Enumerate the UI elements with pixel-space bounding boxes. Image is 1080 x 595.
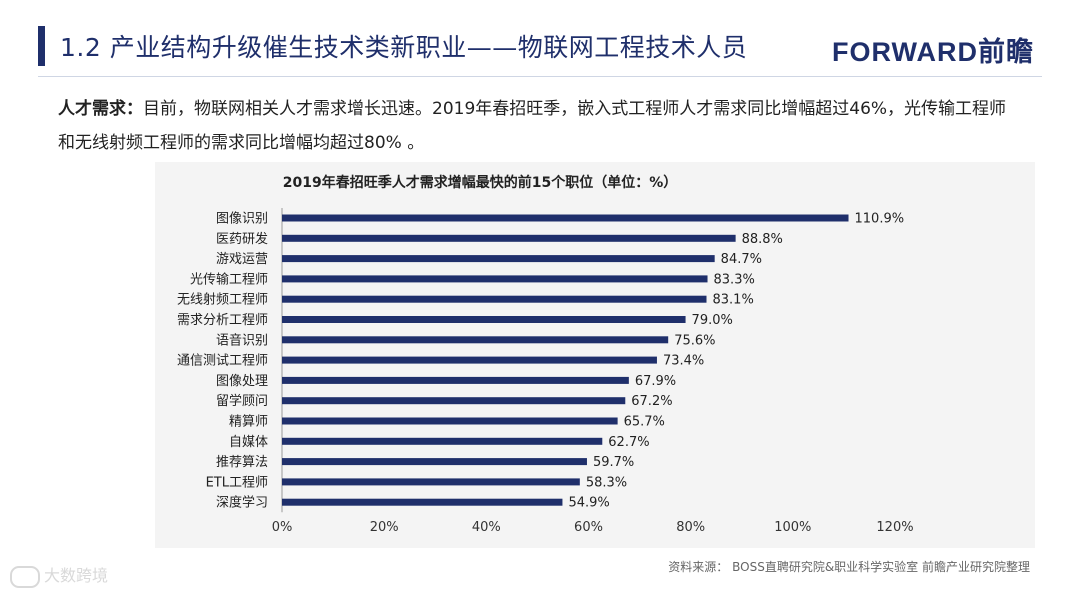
category-label: 游戏运营	[216, 252, 268, 267]
value-label: 62.7%	[608, 435, 649, 450]
bar	[282, 275, 708, 283]
bar	[282, 417, 618, 425]
category-label: 精算师	[229, 415, 268, 430]
title-accent-bar	[38, 26, 45, 66]
value-label: 83.3%	[714, 272, 755, 287]
watermark-icon	[10, 565, 40, 588]
category-label: 需求分析工程师	[177, 313, 268, 328]
bar	[282, 478, 580, 486]
value-label: 54.9%	[568, 496, 609, 511]
value-label: 110.9%	[855, 212, 905, 227]
category-label: 语音识别	[216, 332, 268, 348]
bar	[282, 356, 657, 364]
value-label: 65.7%	[624, 415, 665, 430]
value-label: 88.8%	[742, 232, 783, 247]
category-label: 推荐算法	[216, 455, 268, 470]
category-label: 图像识别	[216, 212, 268, 227]
x-tick-label: 0%	[272, 520, 293, 535]
bar	[282, 234, 736, 242]
intro-label: 人才需求：	[58, 99, 143, 119]
x-tick-label: 80%	[676, 520, 705, 535]
x-tick-label: 60%	[574, 520, 603, 535]
header-divider	[38, 76, 1042, 77]
category-label: 光传输工程师	[190, 271, 268, 287]
category-label: 无线射频工程师	[177, 292, 268, 308]
value-label: 73.4%	[663, 354, 704, 369]
value-label: 75.6%	[674, 333, 715, 348]
x-tick-label: 40%	[472, 520, 501, 535]
bar	[282, 437, 603, 445]
category-label: 深度学习	[216, 495, 268, 511]
category-label: 医药研发	[216, 231, 268, 247]
bar	[282, 458, 587, 466]
x-tick-label: 100%	[774, 520, 811, 535]
x-tick-label: 120%	[876, 520, 913, 535]
category-label: 留学顾问	[216, 393, 268, 409]
bar	[282, 336, 669, 344]
value-label: 84.7%	[721, 252, 762, 267]
watermark: 大数跨境	[10, 562, 108, 588]
page-title: 1.2 产业结构升级催生技术类新职业——物联网工程技术人员	[60, 33, 748, 62]
value-label: 59.7%	[593, 455, 634, 470]
bar	[282, 397, 626, 405]
value-label: 58.3%	[586, 475, 627, 490]
bar	[282, 316, 686, 323]
bar	[282, 498, 563, 506]
chart-title: 2019年春招旺季人才需求增幅最快的前15个职位（单位：%）	[282, 175, 678, 191]
category-label: 通信测试工程师	[177, 354, 268, 369]
category-label: ETL工程师	[206, 475, 268, 490]
bar	[282, 295, 707, 303]
watermark-text: 大数跨境	[44, 566, 109, 585]
source-note: 资料来源： BOSS直聘研究院&职业科学实验室 前瞻产业研究院整理	[668, 560, 1030, 574]
bar	[282, 214, 849, 222]
category-label: 图像处理	[216, 374, 268, 389]
x-tick-label: 20%	[370, 520, 399, 535]
category-label: 自媒体	[229, 435, 268, 450]
bar	[282, 376, 629, 384]
value-label: 83.1%	[713, 293, 754, 308]
value-label: 67.9%	[635, 374, 676, 389]
value-label: 67.2%	[631, 394, 672, 409]
intro-paragraph: 人才需求：目前，物联网相关人才需求增长迅速。2019年春招旺季，嵌入式工程师人才…	[58, 92, 1018, 160]
brand-logo: FORWARD前瞻	[832, 37, 1034, 67]
intro-text: 目前，物联网相关人才需求增长迅速。2019年春招旺季，嵌入式工程师人才需求同比增…	[58, 99, 1007, 153]
bar	[282, 255, 715, 263]
value-label: 79.0%	[692, 313, 733, 328]
